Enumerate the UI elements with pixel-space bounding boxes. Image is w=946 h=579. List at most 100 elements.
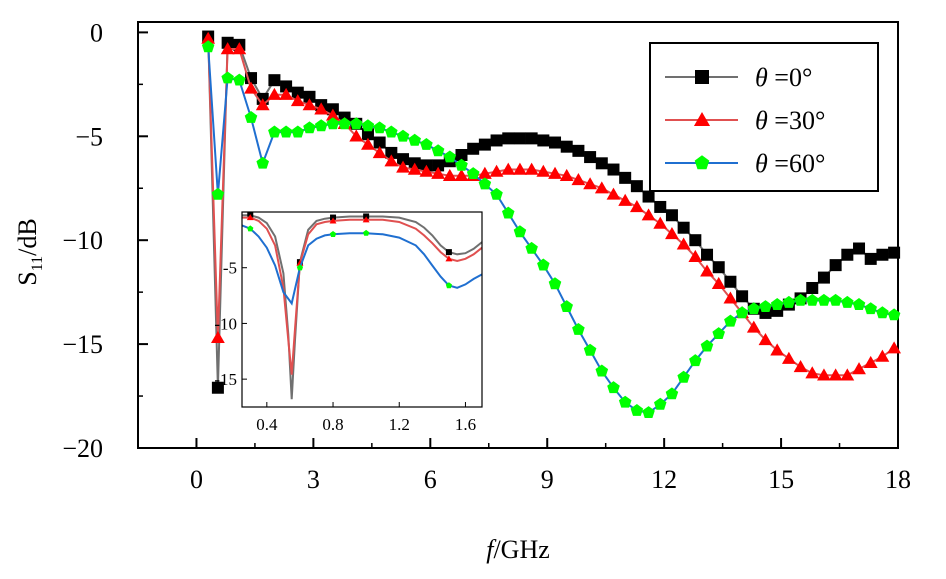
data-point — [385, 125, 398, 138]
data-point — [817, 271, 830, 284]
inset-frame — [241, 211, 483, 408]
data-point — [291, 125, 305, 138]
data-point — [279, 125, 293, 138]
data-point — [338, 117, 351, 130]
data-point — [524, 162, 539, 175]
data-point — [211, 381, 224, 394]
x-axis-label: f/GHz — [486, 535, 550, 564]
data-point — [583, 177, 598, 190]
y-tick-label: 0 — [90, 18, 103, 47]
inset-x-tick-label: 0.8 — [322, 415, 343, 434]
data-point — [361, 119, 375, 132]
data-point — [537, 258, 550, 271]
data-point — [455, 158, 468, 171]
data-point — [653, 216, 668, 229]
inset-data-point — [445, 255, 453, 262]
data-point — [641, 208, 656, 221]
data-point — [724, 314, 737, 327]
data-point — [302, 98, 317, 111]
data-point — [572, 144, 585, 157]
plot-frame — [137, 21, 899, 449]
data-point — [594, 181, 609, 194]
data-point — [770, 298, 784, 310]
data-point — [477, 166, 492, 179]
data-point — [431, 166, 446, 179]
data-point — [268, 74, 281, 87]
inset-data-point — [247, 225, 254, 232]
data-point — [384, 154, 399, 167]
data-point — [244, 111, 258, 123]
data-point — [373, 121, 386, 134]
data-point — [432, 159, 445, 172]
legend-marker — [693, 111, 711, 127]
data-point — [712, 261, 725, 274]
data-point — [467, 142, 480, 155]
y-tick-label: −20 — [62, 434, 103, 463]
data-point — [806, 281, 819, 294]
data-point — [325, 108, 340, 121]
data-point — [442, 168, 457, 181]
data-point — [572, 323, 585, 335]
data-point — [629, 200, 644, 213]
data-point — [887, 308, 901, 321]
data-point — [595, 364, 609, 377]
data-point — [817, 293, 831, 306]
legend-box — [649, 42, 879, 192]
data-point — [419, 164, 434, 177]
data-point — [232, 42, 247, 55]
data-point — [350, 117, 363, 130]
data-point — [267, 87, 282, 100]
data-point — [478, 138, 491, 151]
data-point — [607, 381, 620, 394]
data-point — [712, 327, 725, 339]
data-point — [746, 320, 761, 333]
data-point — [665, 387, 679, 400]
data-point — [888, 246, 901, 259]
legend-item-1: θ =30° — [665, 106, 825, 135]
data-point — [618, 193, 633, 206]
data-point — [314, 102, 329, 115]
data-point — [817, 368, 831, 381]
data-point — [201, 40, 215, 53]
inset-data-point — [363, 229, 370, 236]
data-point — [490, 134, 503, 147]
data-point — [689, 354, 702, 367]
data-point — [303, 90, 316, 103]
data-point — [782, 295, 796, 308]
data-point — [606, 187, 621, 200]
x-tick-label: 18 — [885, 465, 911, 494]
inset-data-point — [362, 216, 370, 223]
data-point — [770, 343, 785, 356]
data-point — [443, 150, 457, 163]
data-point — [759, 300, 772, 312]
data-point — [233, 73, 246, 86]
y-axis-label: S11/dB — [13, 218, 46, 285]
data-point — [665, 227, 679, 240]
data-point — [525, 241, 538, 254]
x-tick-label: 12 — [651, 465, 677, 494]
data-point — [548, 166, 562, 179]
data-point — [852, 298, 866, 310]
data-point — [490, 187, 503, 200]
legend-label: θ =30° — [755, 106, 825, 135]
inset-x-tick-label: 1.6 — [455, 415, 476, 434]
data-point — [618, 395, 632, 408]
data-point — [559, 168, 574, 181]
inset-data-point — [329, 217, 337, 224]
x-tick-label: 3 — [307, 465, 320, 494]
inset-x-tick-label: 0.4 — [256, 415, 278, 434]
data-point — [221, 71, 234, 84]
data-point — [841, 248, 854, 261]
data-point — [840, 368, 855, 381]
inset-y-tick-label: -10 — [214, 314, 237, 333]
inset-data-point — [246, 214, 254, 221]
inset-series-2 — [241, 224, 483, 306]
inset-x-tick-label: 1.2 — [389, 415, 410, 434]
y-tick-label: −10 — [62, 226, 103, 255]
data-point — [372, 146, 387, 159]
data-point — [887, 341, 902, 354]
data-point — [396, 160, 410, 173]
inset-data-point — [445, 249, 452, 256]
data-point — [736, 290, 749, 303]
data-point — [454, 168, 469, 181]
